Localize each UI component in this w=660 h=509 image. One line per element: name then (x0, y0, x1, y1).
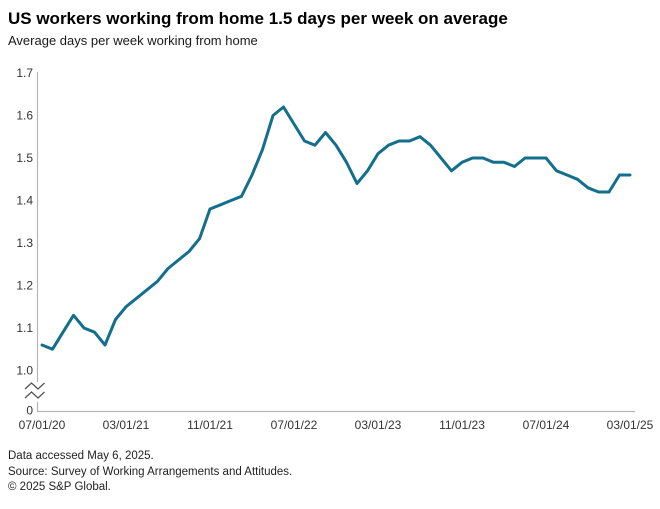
y-tick-label: 1.6 (16, 109, 33, 123)
footer-source: Source: Survey of Working Arrangements a… (8, 465, 293, 478)
y-tick-label: 1.7 (16, 66, 33, 80)
chart-title: US workers working from home 1.5 days pe… (8, 9, 508, 28)
y-tick-label: 1.4 (16, 194, 33, 208)
x-tick-label: 07/01/24 (523, 418, 570, 432)
x-tick-label: 03/01/25 (607, 418, 654, 432)
line-chart: 1.7 1.6 1.5 1.4 1.3 1.2 1.1 1.0 007/01/20 03/01/2… (16, 66, 654, 432)
footer-data-accessed: Data accessed May 6, 2025. (8, 450, 154, 462)
chart-footer: Data accessed May 6, 2025. Source: Surve… (8, 449, 648, 496)
data-line (40, 105, 632, 351)
y-tick-label: 1.5 (16, 151, 33, 165)
chart-subtitle: Average days per week working from home (8, 33, 258, 48)
axis-break-icon (24, 391, 45, 399)
x-tick-label: 07/01/22 (271, 418, 318, 432)
x-tick-label: 11/01/21 (187, 418, 233, 432)
x-tick-label: 07/01/20 (19, 418, 66, 432)
x-tick-label: 03/01/21 (103, 418, 150, 432)
footer-copyright: © 2025 S&P Global. (8, 481, 111, 493)
axis-break-icon (24, 382, 45, 390)
y-tick-label: 1.2 (16, 279, 33, 293)
y-tick-label: 1.0 (16, 364, 33, 378)
y-tick-label-zero: 0 (26, 404, 33, 418)
y-tick-label: 1.1 (16, 321, 33, 335)
x-tick-label: 11/01/23 (439, 418, 485, 432)
x-tick-label: 03/01/23 (355, 418, 402, 432)
y-tick-label: 1.3 (16, 236, 33, 250)
